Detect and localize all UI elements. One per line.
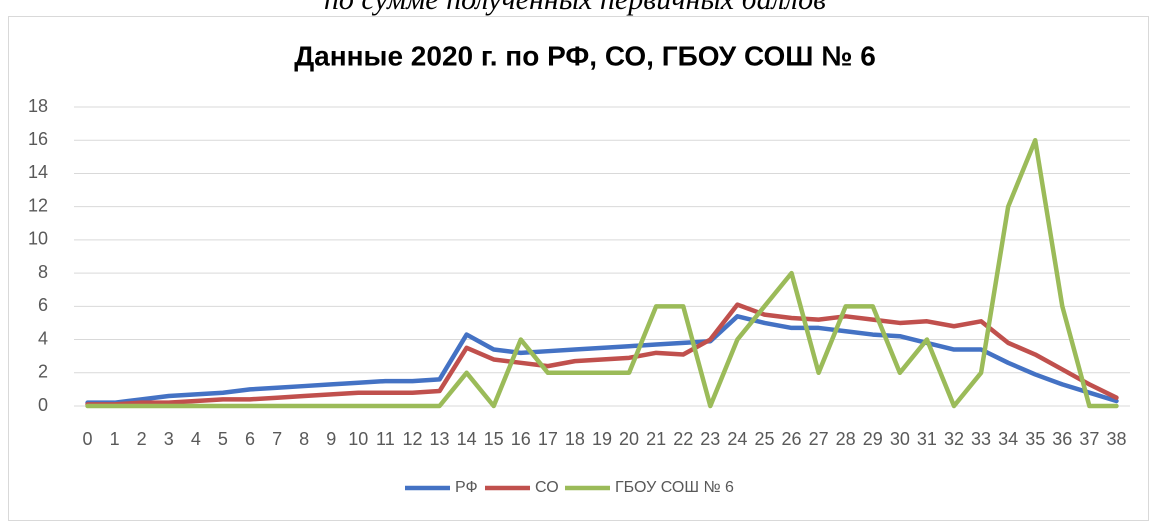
x-tick-label: 19 — [592, 429, 612, 449]
x-tick-label: 37 — [1079, 429, 1099, 449]
y-tick-label: 16 — [28, 129, 48, 149]
y-tick-label: 10 — [28, 229, 48, 249]
x-tick-label: 12 — [402, 429, 422, 449]
x-tick-label: 2 — [137, 429, 147, 449]
y-tick-label: 18 — [28, 96, 48, 116]
x-tick-label: 23 — [700, 429, 720, 449]
x-tick-label: 35 — [1025, 429, 1045, 449]
x-tick-label: 38 — [1106, 429, 1126, 449]
x-tick-label: 3 — [164, 429, 174, 449]
x-tick-label: 4 — [191, 429, 201, 449]
x-tick-label: 10 — [348, 429, 368, 449]
series-line — [85, 302, 1119, 407]
chart-title: Данные 2020 г. по РФ, СО, ГБОУ СОШ № 6 — [294, 40, 876, 71]
x-tick-label: 33 — [971, 429, 991, 449]
x-tick-label: 11 — [376, 429, 395, 449]
y-tick-label: 14 — [28, 162, 48, 182]
x-tick-label: 25 — [754, 429, 774, 449]
chart-frame — [8, 16, 1149, 521]
x-tick-label: 32 — [944, 429, 964, 449]
x-tick-label: 34 — [998, 429, 1018, 449]
legend-label: РФ — [455, 479, 478, 496]
series-line — [85, 137, 1119, 409]
x-tick-label: 20 — [619, 429, 639, 449]
x-tick-label: 26 — [782, 429, 802, 449]
legend-label: СО — [535, 479, 559, 496]
x-tick-label: 0 — [83, 429, 93, 449]
y-tick-label: 8 — [38, 262, 48, 282]
x-tick-label: 18 — [565, 429, 585, 449]
x-tick-label: 16 — [511, 429, 531, 449]
x-tick-label: 21 — [646, 429, 666, 449]
x-tick-label: 1 — [110, 429, 120, 449]
x-tick-label: 24 — [727, 429, 747, 449]
x-tick-label: 5 — [218, 429, 228, 449]
x-tick-label: 31 — [917, 429, 937, 449]
y-tick-label: 12 — [28, 195, 48, 215]
y-tick-label: 0 — [38, 395, 48, 415]
x-tick-label: 17 — [538, 429, 558, 449]
x-tick-label: 15 — [484, 429, 504, 449]
x-tick-label: 13 — [430, 429, 450, 449]
x-tick-label: 7 — [272, 429, 282, 449]
x-tick-label: 29 — [863, 429, 883, 449]
x-tick-label: 8 — [299, 429, 309, 449]
y-tick-label: 2 — [38, 362, 48, 382]
y-tick-label: 6 — [38, 295, 48, 315]
x-tick-label: 36 — [1052, 429, 1072, 449]
x-tick-label: 14 — [457, 429, 477, 449]
x-tick-label: 28 — [836, 429, 856, 449]
x-tick-label: 30 — [890, 429, 910, 449]
x-tick-label: 9 — [326, 429, 336, 449]
chart-subtitle: по сумме полученных первичных баллов — [324, 0, 826, 16]
x-tick-label: 27 — [809, 429, 829, 449]
legend-label: ГБОУ СОШ № 6 — [615, 479, 734, 496]
x-tick-label: 22 — [673, 429, 693, 449]
y-tick-label: 4 — [38, 328, 48, 348]
x-tick-label: 6 — [245, 429, 255, 449]
series-line — [85, 314, 1119, 405]
